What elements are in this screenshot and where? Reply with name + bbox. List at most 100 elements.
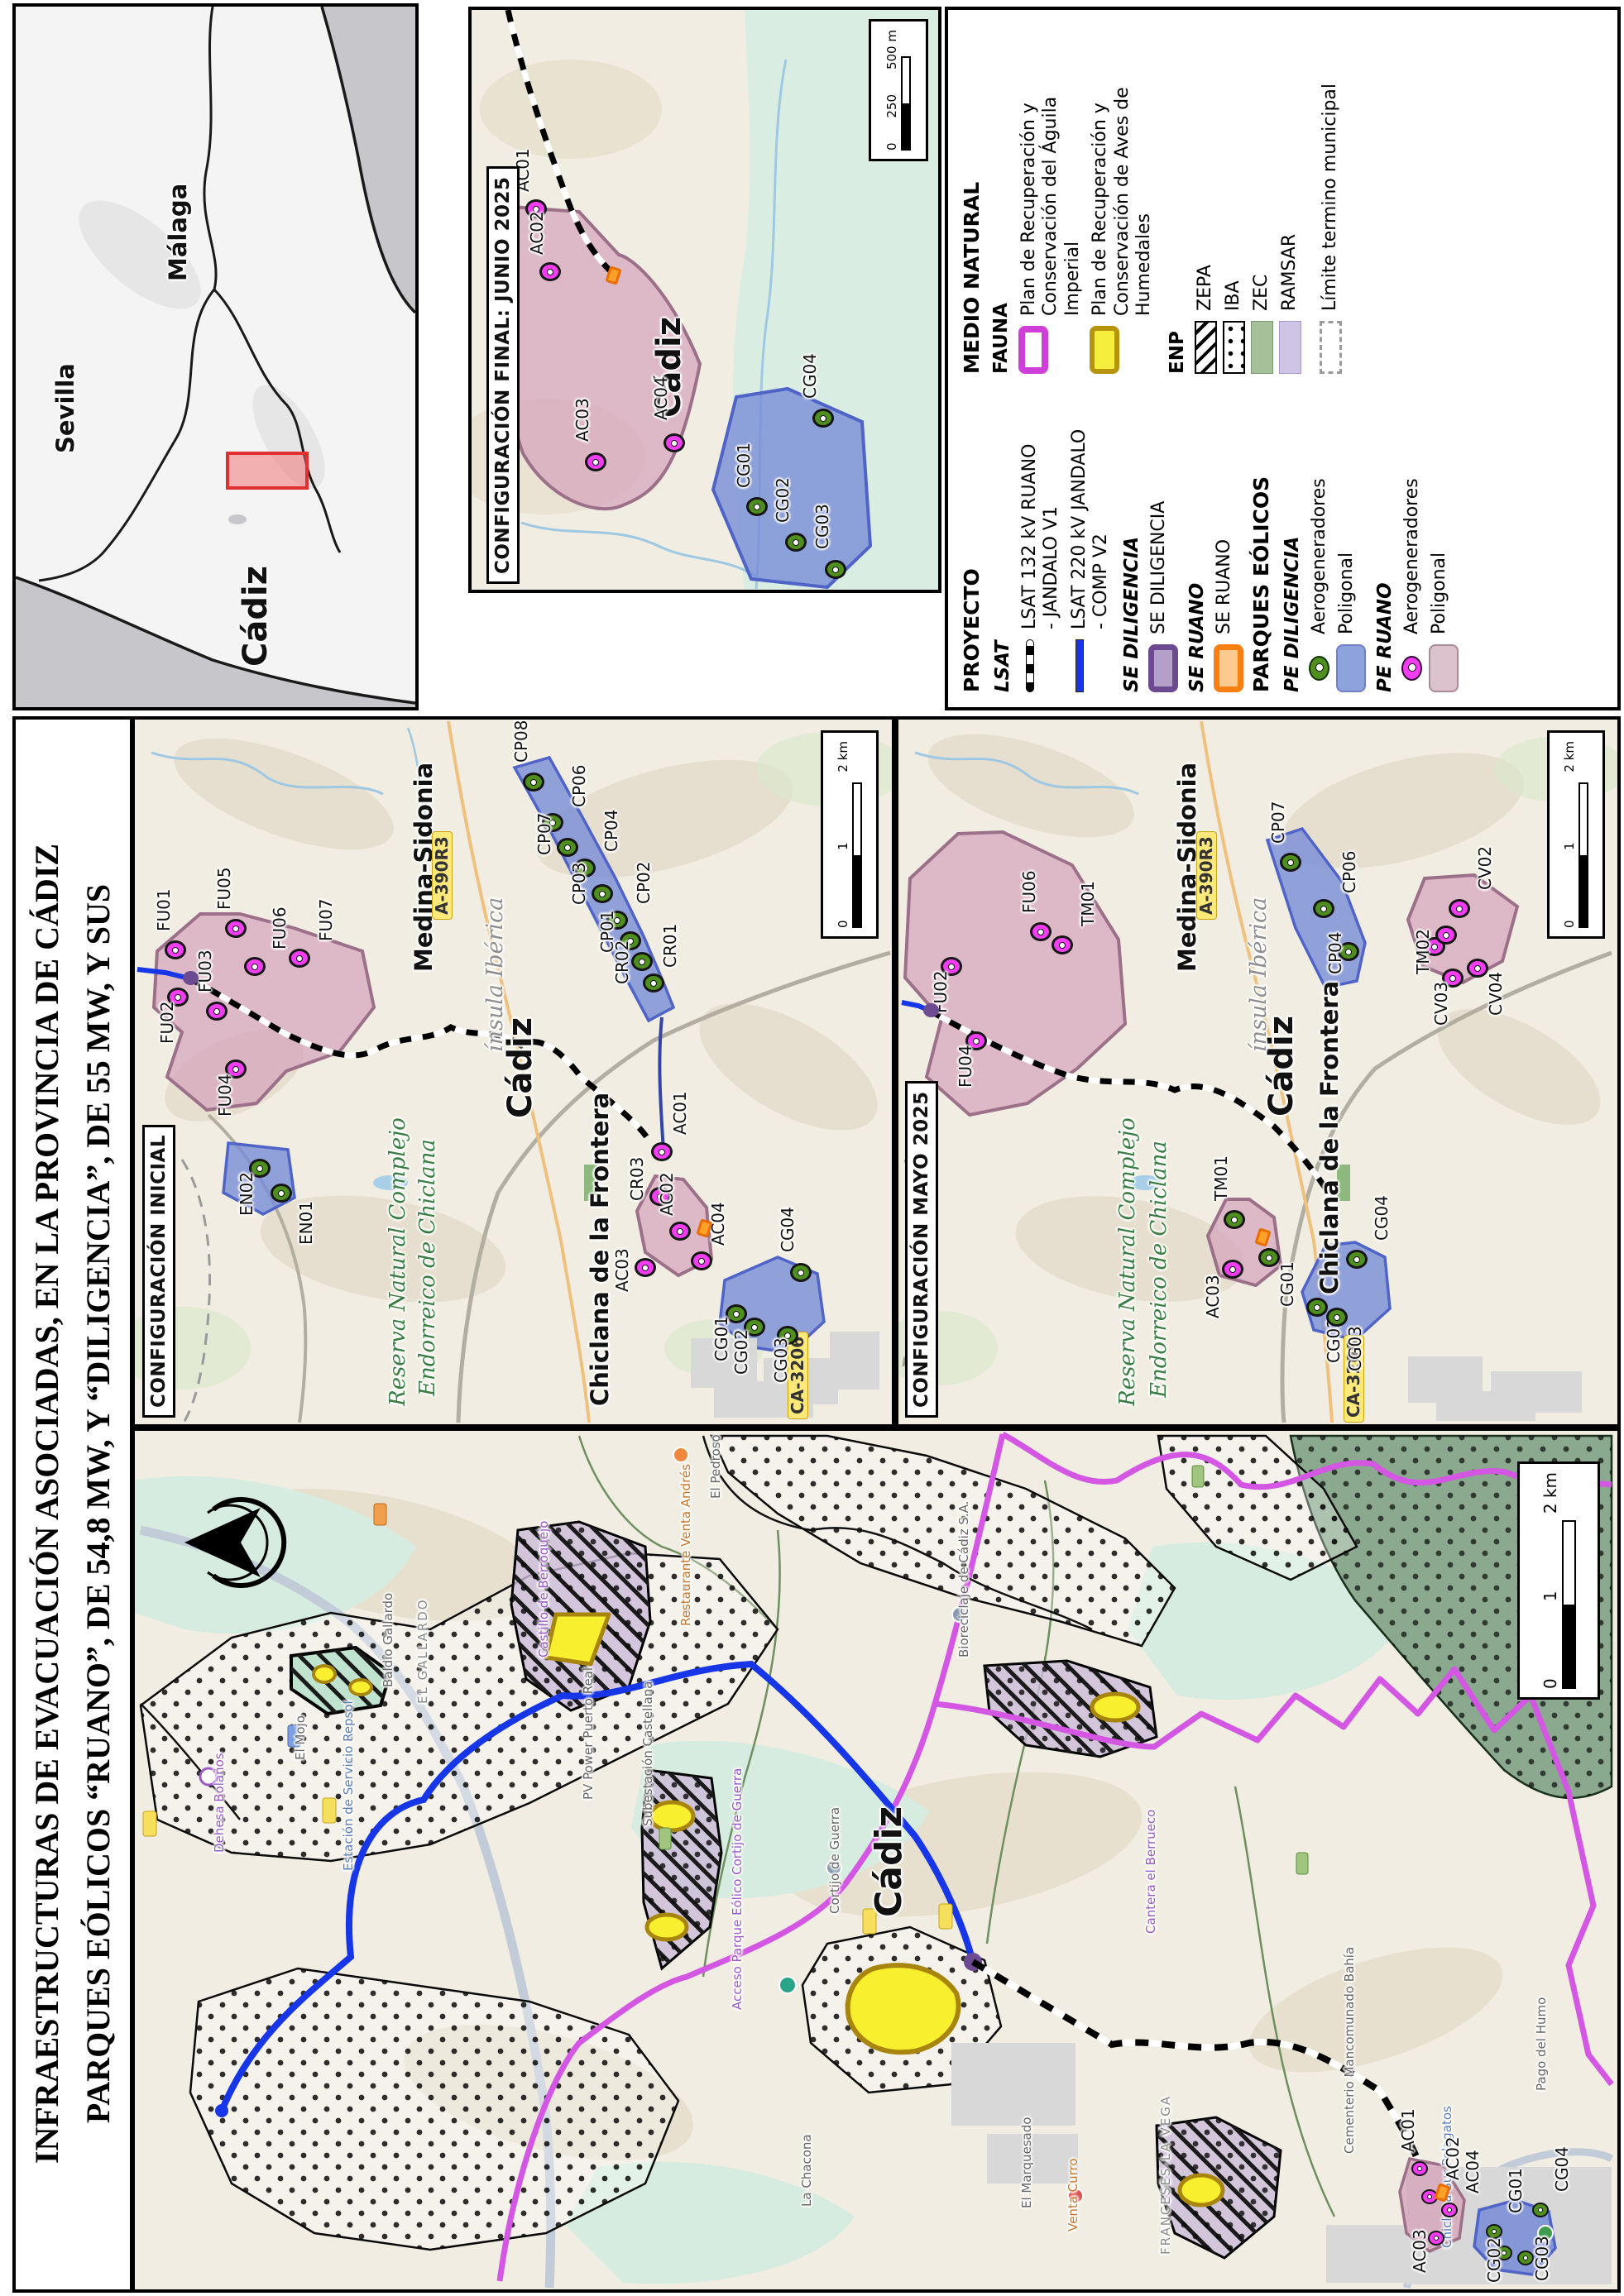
road-badge: A-390R3 [432, 831, 453, 920]
turbine-marker-CG03 [825, 560, 846, 579]
turbine-marker-AC02 [539, 262, 561, 281]
humedal-amarillo [1177, 2173, 1225, 2208]
pe-ruano-polygon-fu [903, 830, 1128, 1117]
lsat-132-line [970, 1959, 1423, 2167]
pe-diligencia-polygon [711, 386, 873, 590]
pe-diligencia-poly-label: Poligonal [1335, 552, 1357, 634]
humedal-amarillo [1090, 1691, 1141, 1723]
map-label: Reserva Natural Complejo [1115, 1117, 1140, 1406]
turbine-marker-CG04 [1346, 1250, 1368, 1269]
province-border [38, 289, 216, 582]
plan-humedales-swatch [1090, 326, 1120, 374]
turbine-label: AC02 [527, 211, 547, 255]
turbine-label: FU06 [1019, 870, 1039, 913]
boundary-lines [140, 1435, 1093, 1820]
map-label: Cádiz [868, 1806, 910, 1917]
se-diligencia-swatch [1147, 644, 1178, 692]
map-label: Reserva Natural Complejo [386, 1117, 410, 1406]
se-ruano-label: SE RUANO [1213, 538, 1234, 634]
legend-fauna-header: FAUNA [990, 303, 1012, 374]
turbine-label: CG03 [812, 504, 832, 549]
turbine-label: FU06 [270, 906, 290, 949]
legend-column-medio-natural: MEDIO NATURAL FAUNA Plan de Recuperación… [956, 22, 1611, 385]
turbine-marker-CG02 [1496, 2246, 1512, 2260]
map-label: Chiclana de la Frontera [586, 1092, 614, 1406]
humedal-amarillo [544, 1612, 611, 1667]
turbine-label: CG03 [771, 1337, 791, 1383]
inset-basemap [16, 7, 415, 707]
turbine-marker-AC03 [1428, 2231, 1444, 2246]
laguna-grande [845, 1963, 961, 2055]
turbine-marker-CR01 [643, 973, 664, 993]
turbine-marker-CG04 [790, 1263, 812, 1282]
plan-aguila-boundary [496, 1431, 1614, 2282]
map-label: Endorreico de Chiclana [415, 1139, 440, 1396]
bahia-cadiz [228, 514, 247, 524]
scale-tick: 2 km [1540, 1472, 1560, 1514]
scale-tick: 1 [1540, 1590, 1560, 1602]
plan-aguila-swatch [1018, 326, 1048, 374]
turbine-marker-CP01 [620, 931, 641, 950]
turbine-marker-AC01 [651, 1142, 673, 1161]
turbine-label: CG02 [773, 477, 793, 523]
inset-andalucia-map: Sevilla Málaga Cádiz [12, 3, 419, 710]
turbine-label: FU01 [154, 888, 174, 931]
pe-ruano-poly-label: Poligonal [1429, 552, 1450, 634]
turbine-label: TM01 [1211, 1155, 1231, 1201]
map-label: Endorreico de Chiclana [1147, 1141, 1171, 1398]
map-final-junio-2025: Cádiz AC01 AC02 AC03 AC04 CG01 CG02 CG03 CG04 CON… [468, 7, 941, 593]
turbine-marker-CV02 [1449, 899, 1470, 918]
mayo-basemap [898, 720, 1617, 1424]
turbine-label: CR01 [660, 923, 680, 968]
title-text: INFRAESTRUCTURAS DE EVACUACIÓN ASOCIADAS… [17, 720, 128, 2288]
legend-se-ruano-header: SE RUANO [1186, 582, 1208, 692]
turbine-label: AC01 [670, 1091, 690, 1135]
map-label: La Chacona [799, 2134, 814, 2207]
legend-column-proyecto: PROYECTO LSAT LSAT 132 kV RUANO - JANDAL… [956, 385, 1611, 704]
lsat-132-label-1: LSAT 132 kV RUANO [1019, 443, 1040, 629]
north-arrow [184, 1497, 287, 1588]
scale-tick: 2 km [836, 741, 850, 773]
lsat-132-label-2: - JANDALO V1 [1041, 506, 1062, 629]
sea-atlantic [16, 577, 415, 707]
turbine-label: AC03 [572, 398, 592, 442]
turbine-marker-CR02 [631, 952, 653, 971]
turbine-label: CG03 [1532, 2236, 1552, 2281]
turbine-marker-CG02 [1306, 1298, 1328, 1317]
turbine-label: CP02 [634, 861, 654, 904]
legend-parques-header: PARQUES EÓLICOS [1248, 476, 1273, 692]
se-diligencia-marker [923, 1003, 939, 1017]
turbine-marker-CG01 [1258, 1248, 1280, 1267]
turbine-label: FU05 [214, 867, 234, 910]
study-area-rectangle [226, 452, 309, 490]
turbine-marker-CP06 [1313, 899, 1334, 918]
legend-medio-header: MEDIO NATURAL [960, 181, 984, 374]
aerogenerador-ruano-icon [1401, 656, 1422, 681]
iba-swatch [1223, 321, 1246, 374]
map-label: PV Power Puerto Real [581, 1667, 596, 1800]
turbine-marker-AC03 [635, 1258, 656, 1277]
ramsar-swatch [1279, 321, 1302, 374]
scale-bar: 0 1 2 km [1547, 730, 1605, 939]
scale-tick: 0 [836, 920, 850, 928]
humedal-amarillo [644, 1912, 689, 1942]
map-label: Chiclana de la Frontera [1315, 980, 1344, 1294]
turbine-label: EN01 [296, 1200, 316, 1245]
turbine-marker-CG01 [746, 497, 768, 516]
turbine-label: CR02 [612, 940, 632, 984]
turbine-marker-CP03 [592, 884, 613, 903]
turbine-label: EN02 [237, 1171, 256, 1216]
pe-diligencia-polygon-cg [1301, 1241, 1392, 1342]
road-badges [142, 1465, 1309, 1935]
pe-diligencia-aero-label: Aerogeneradores [1308, 478, 1329, 634]
map-label: El Mojo [293, 1715, 308, 1760]
lsat-220-swatch [1075, 639, 1084, 692]
turbine-label: FU04 [956, 1045, 975, 1088]
pe-ruano-polygon-fu [151, 912, 376, 1112]
turbine-marker-CG03 [1517, 2251, 1534, 2265]
turbine-label: AC04 [651, 376, 671, 420]
se-diligencia-label: SE DILIGENCIA [1147, 500, 1169, 634]
map-label: Dehesa Bolaños [212, 1753, 227, 1853]
title-line1: PARQUES EÓLICOS “RUANO”, DE 54,8 MW, Y “… [79, 883, 117, 2124]
